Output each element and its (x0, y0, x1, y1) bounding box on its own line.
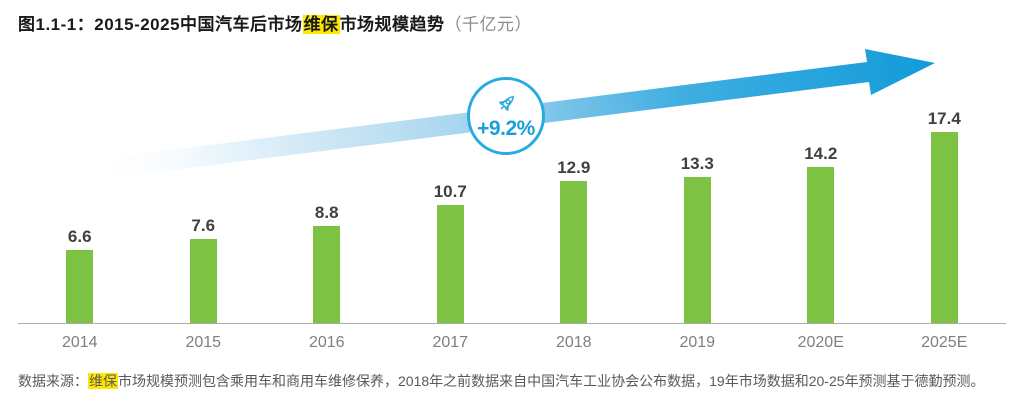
source-note: 数据来源：维保市场规模预测包含乘用车和商用车维修保养，2018年之前数据来自中国… (18, 371, 985, 391)
bar-value-label: 12.9 (557, 158, 591, 178)
axis-label-2018: 2018 (555, 334, 592, 351)
axis-label-2019: 2019 (679, 334, 716, 351)
axis-labels: 2014 2015 2016 2017 2018 2019 2020E 2025E (18, 328, 1006, 354)
bar-column: 13.3 (636, 155, 760, 323)
chart-title: 图1.1-1：2015-2025中国汽车后市场维保市场规模趋势（千亿元） (18, 10, 532, 35)
rocket-icon (499, 95, 515, 111)
source-prefix: 数据来源： (18, 373, 88, 389)
axis-label-2014: 2014 (61, 334, 98, 351)
bar-value-label: 14.2 (804, 143, 838, 163)
title-unit: （千亿元） (444, 15, 533, 34)
title-highlight: 维保 (302, 15, 340, 34)
axis-label-2015: 2015 (185, 334, 222, 351)
bar-column: 14.2 (759, 145, 883, 323)
bar-value-label: 17.4 (927, 108, 961, 128)
bar-2016 (313, 226, 341, 323)
bar-2014 (66, 250, 94, 323)
bar-2015 (189, 239, 217, 323)
title-text-before: 2015-2025中国汽车后市场 (94, 15, 303, 34)
bar-value-label: 7.6 (191, 216, 216, 236)
bar-value-label: 10.7 (433, 182, 467, 202)
axis-label-2016: 2016 (308, 334, 345, 351)
bar-column: 12.9 (512, 159, 636, 323)
bar-column: 10.7 (389, 183, 513, 323)
bar-value-label: 13.3 (680, 153, 714, 173)
figure-label: 图1.1-1： (18, 15, 95, 34)
bar-column: 6.6 (18, 228, 142, 323)
bar-value-label: 8.8 (314, 203, 339, 223)
bar-column: 8.8 (265, 204, 389, 323)
bar-2017 (436, 205, 464, 323)
bar-2025E (930, 131, 958, 323)
source-highlight: 维保 (88, 373, 118, 389)
growth-rate-badge: +9.2% (467, 77, 545, 155)
bar-2019 (683, 176, 711, 323)
axis-label-2020E: 2020E (797, 334, 844, 351)
bar-column: 17.4 (883, 110, 1007, 323)
bar-2020E (807, 166, 835, 323)
plot-area: 6.6 7.6 8.8 10.7 12.9 13.3 14.2 17.4 (18, 44, 1006, 324)
bar-chart: 6.6 7.6 8.8 10.7 12.9 13.3 14.2 17.4 2014 2015 20… (18, 44, 1006, 354)
bar-2018 (560, 181, 588, 323)
bar-column: 7.6 (142, 217, 266, 323)
growth-rate-label: +9.2% (477, 117, 535, 140)
bar-value-label: 6.6 (67, 227, 92, 247)
axis-label-2025E: 2025E (921, 334, 968, 351)
source-suffix: 市场规模预测包含乘用车和商用车维修保养，2018年之前数据来自中国汽车工业协会公… (118, 373, 985, 389)
axis-label-2017: 2017 (432, 334, 469, 351)
title-text-after: 市场规模趋势 (339, 15, 445, 34)
